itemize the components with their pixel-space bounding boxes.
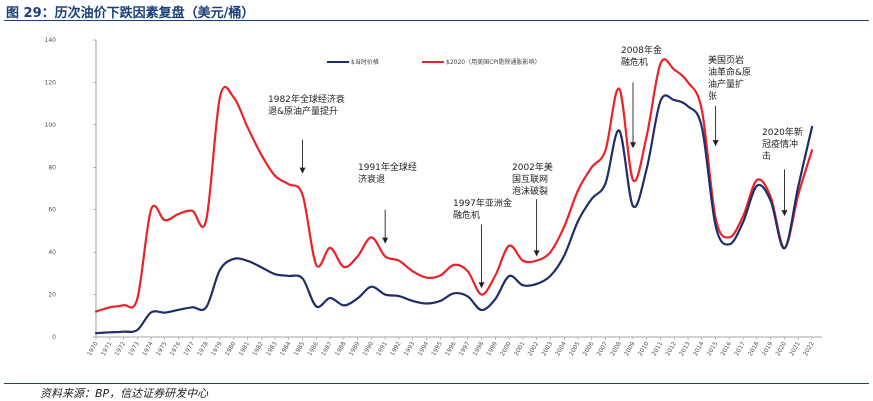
annotation-text: 退&原油产量提升 [268, 105, 338, 117]
annotation-text: 2020年新 [762, 126, 803, 138]
annotation-text: 1982年全球经济衰 [268, 93, 345, 105]
legend-label: $2020（用美国CPI剔除通胀影响） [446, 58, 541, 66]
x-tick-label: 1986 [306, 340, 320, 357]
x-tick-label: 1999 [485, 340, 499, 357]
annotation-text: 2008年金 [621, 44, 662, 56]
x-tick-label: 1970 [86, 340, 100, 357]
x-tick-label: 2001 [513, 340, 527, 357]
x-tick-label: 1977 [182, 340, 196, 357]
x-tick-label: 1972 [114, 340, 128, 357]
x-tick-label: 2022 [802, 340, 816, 357]
y-tick-label: 0 [52, 334, 56, 341]
x-tick-label: 1994 [416, 340, 430, 357]
x-tick-label: 2005 [568, 340, 582, 357]
chart-series-lines [94, 58, 814, 335]
annotation-text: 油产量扩 [708, 78, 744, 90]
y-tick-label: 40 [48, 249, 56, 256]
x-tick-label: 1987 [320, 340, 334, 357]
x-tick-label: 2004 [554, 340, 568, 357]
x-tick-label: 1996 [444, 340, 458, 357]
chart-annotations: 1982年全球经济衰退&原油产量提升1991年全球经济衰退1997年亚洲金融危机… [268, 44, 803, 289]
figure-title: 图 29：历次油价下跌因素复盘（美元/桶） [6, 6, 255, 21]
annotation-text: 美国页岩 [708, 54, 744, 66]
annotation-text: 击 [762, 150, 771, 162]
chart-legend: $当时价格 $2020（用美国CPI剔除通胀影响） [327, 58, 541, 66]
x-tick-label: 2002 [527, 340, 541, 357]
annotation-text: 国互联网 [512, 174, 548, 185]
x-tick-label: 2007 [595, 340, 609, 357]
x-tick-label: 1988 [334, 340, 348, 357]
x-tick-label: 2015 [706, 340, 720, 357]
x-tick-label: 1983 [265, 340, 279, 357]
x-tick-label: 1993 [403, 340, 417, 357]
x-tick-label: 1981 [237, 340, 251, 357]
x-tick-label: 1997 [458, 340, 472, 357]
annotation-arrow-head [382, 237, 389, 244]
annotation-text: 泡沫破裂 [512, 185, 548, 197]
annotation-text: 1991年全球经 [358, 161, 417, 173]
annotation-arrow-head [478, 282, 485, 289]
y-tick-label: 120 [45, 79, 57, 86]
x-tick-label: 2006 [582, 340, 596, 357]
x-tick-label: 1984 [279, 340, 293, 357]
y-tick-label: 60 [48, 207, 56, 214]
annotation-text: 融危机 [453, 209, 480, 221]
y-tick-label: 80 [48, 164, 56, 171]
annotation-text: 冠疫情冲 [762, 138, 798, 150]
x-tick-label: 2014 [692, 340, 706, 357]
annotation-text: 油革命&原 [708, 66, 751, 78]
series-line-1 [94, 94, 814, 335]
x-tick-label: 2019 [761, 340, 775, 357]
x-tick-label: 1985 [293, 340, 307, 357]
x-tick-label: 1998 [472, 340, 486, 357]
x-tick-label: 1979 [210, 340, 224, 357]
annotation-arrow-head [533, 250, 540, 257]
series-line-2 [94, 58, 814, 313]
x-tick-label: 1973 [127, 340, 141, 357]
x-tick-label: 1974 [141, 340, 155, 357]
x-tick-label: 2021 [788, 340, 802, 357]
x-tick-label: 1991 [375, 340, 389, 357]
x-tick-label: 1992 [389, 340, 403, 357]
annotation-arrow-head [630, 142, 636, 149]
x-tick-label: 2011 [651, 340, 665, 357]
y-tick-label: 140 [45, 37, 57, 44]
y-tick-label: 100 [45, 122, 57, 129]
x-tick-label: 1982 [251, 340, 265, 357]
annotation-text: 融危机 [621, 56, 648, 68]
x-tick-label: 2013 [678, 340, 692, 357]
x-tick-label: 1980 [224, 340, 238, 357]
annotation-text: 1997年亚洲金 [453, 197, 512, 209]
x-tick-label: 2010 [637, 340, 651, 357]
x-tick-label: 2000 [499, 340, 513, 357]
x-tick-label: 1989 [348, 340, 362, 357]
annotation-arrow-head [781, 210, 788, 217]
x-tick-label: 2018 [747, 340, 761, 357]
x-tick-label: 2016 [719, 340, 733, 357]
annotation-text: 济衰退 [358, 173, 385, 185]
annotation-text: 张 [708, 91, 717, 102]
x-tick-label: 2008 [609, 340, 623, 357]
x-tick-label: 2003 [540, 340, 554, 357]
legend-label: $当时价格 [351, 58, 379, 66]
y-tick-label: 20 [48, 292, 56, 299]
x-tick-label: 2020 [774, 340, 788, 357]
x-tick-label: 1995 [430, 340, 444, 357]
annotation-arrow-head [712, 140, 719, 147]
annotation-arrow-head [299, 167, 306, 174]
title-rule [4, 20, 869, 21]
annotation-text: 2002年美 [512, 161, 553, 173]
x-tick-label: 2012 [664, 340, 678, 357]
source-note: 资料来源：BP，信达证券研发中心 [40, 387, 209, 400]
x-tick-label: 1971 [100, 340, 114, 357]
x-tick-label: 2017 [733, 340, 747, 357]
x-tick-label: 1978 [196, 340, 210, 357]
source-rule [4, 383, 869, 384]
x-tick-label: 2009 [623, 340, 637, 357]
x-tick-label: 1976 [169, 340, 183, 357]
x-tick-label: 1975 [155, 340, 169, 357]
x-tick-label: 1990 [361, 340, 375, 357]
